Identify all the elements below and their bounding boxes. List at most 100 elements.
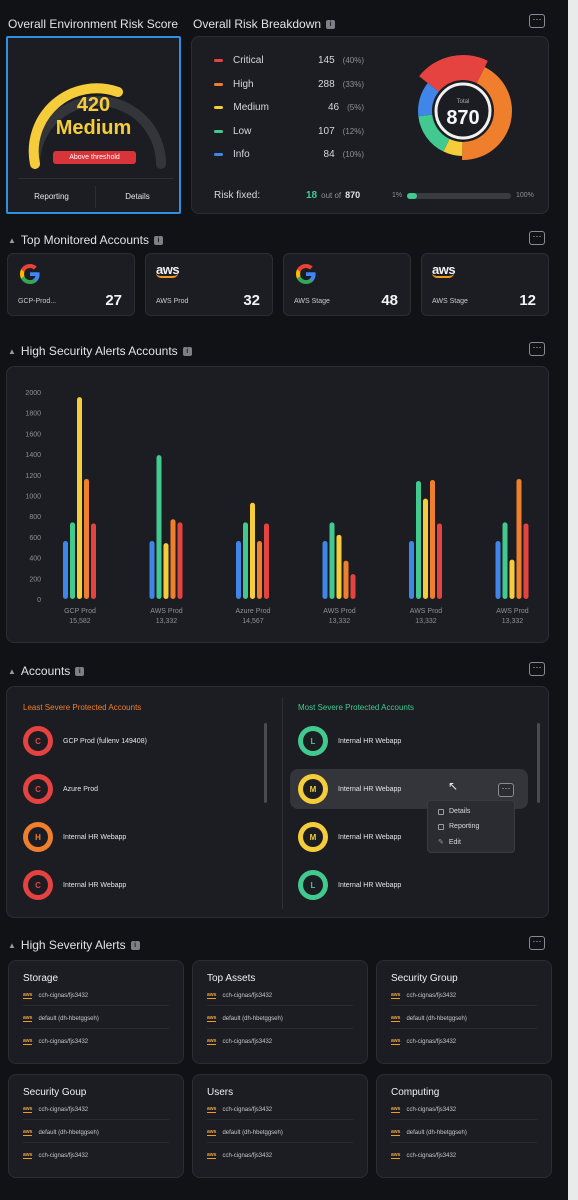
alert-item[interactable]: aws cch-cignas/fjs3432 xyxy=(207,1153,353,1165)
account-row[interactable]: C Internal HR Webapp xyxy=(23,870,126,900)
alert-item[interactable]: aws default (dh-hbetggseh) xyxy=(23,1016,169,1029)
alert-item[interactable]: aws cch-cignas/fjs3432 xyxy=(391,1153,537,1165)
bar[interactable] xyxy=(257,541,262,599)
menu-item-reporting[interactable]: Reporting xyxy=(438,823,479,830)
reporting-button[interactable]: Reporting xyxy=(34,192,69,201)
info-icon[interactable]: i xyxy=(182,346,192,356)
bar[interactable] xyxy=(70,522,75,599)
alert-category-card[interactable]: Top Assets aws cch-cignas/fjs3432 aws defaul… xyxy=(192,960,368,1064)
alert-item[interactable]: aws default (dh-hbetggseh) xyxy=(23,1130,169,1143)
alert-category-card[interactable]: Computing aws cch-cignas/fjs3432 aws default… xyxy=(376,1074,552,1178)
donut-slice-critical[interactable] xyxy=(419,55,488,92)
donut-slice-low[interactable] xyxy=(418,114,450,152)
bar[interactable] xyxy=(250,502,255,599)
high-severity-more-button[interactable]: ··· xyxy=(529,936,545,950)
bar[interactable] xyxy=(243,522,248,599)
info-icon[interactable]: i xyxy=(326,19,336,29)
alert-item[interactable]: aws cch-cignas/fjs3432 xyxy=(23,993,169,1006)
bar[interactable] xyxy=(350,574,356,599)
bar[interactable] xyxy=(84,478,89,599)
bar[interactable] xyxy=(163,543,169,599)
monitored-account-card[interactable]: aws AWS Stage 12 xyxy=(421,253,549,316)
info-icon[interactable]: i xyxy=(154,235,163,245)
bar[interactable] xyxy=(495,541,501,599)
alert-category-card[interactable]: Security Goup aws cch-cignas/fjs3432 aws def… xyxy=(8,1074,184,1178)
bar[interactable] xyxy=(149,541,155,599)
bar[interactable] xyxy=(156,455,162,599)
menu-item-details[interactable]: Details xyxy=(438,808,470,815)
bar[interactable] xyxy=(336,534,342,599)
bar[interactable] xyxy=(509,559,515,599)
menu-item-edit[interactable]: ✎ Edit xyxy=(438,838,461,847)
monitored-account-card[interactable]: AWS Stage 48 xyxy=(283,253,411,316)
account-name: GCP-Prod... xyxy=(18,298,57,305)
bar[interactable] xyxy=(523,523,529,599)
most-scrollbar[interactable] xyxy=(537,723,540,803)
monitored-account-card[interactable]: GCP-Prod... 27 xyxy=(7,253,135,316)
bar[interactable] xyxy=(329,522,335,599)
severity-percent: (33%) xyxy=(342,79,365,89)
least-scrollbar[interactable] xyxy=(264,723,267,803)
alert-item[interactable]: aws default (dh-hbetggseh) xyxy=(391,1130,537,1143)
donut-slice-high[interactable] xyxy=(462,67,512,160)
alert-item[interactable]: aws cch-cignas/fjs3432 xyxy=(207,1107,353,1120)
bar[interactable] xyxy=(430,479,435,599)
alert-item[interactable]: aws cch-cignas/fjs3432 xyxy=(391,993,537,1006)
alert-category-card[interactable]: Security Group aws cch-cignas/fjs3432 aws de… xyxy=(376,960,552,1064)
account-row[interactable]: L Internal HR Webapp xyxy=(298,870,401,900)
bar[interactable] xyxy=(170,519,176,599)
alert-item[interactable]: aws cch-cignas/fjs3432 xyxy=(391,1107,537,1120)
account-row-more-button[interactable]: ··· xyxy=(498,783,514,797)
bar[interactable] xyxy=(264,523,269,599)
bar[interactable] xyxy=(77,397,82,599)
bar[interactable] xyxy=(91,523,96,599)
account-name: AWS Stage xyxy=(432,298,468,305)
alert-item[interactable]: aws cch-cignas/fjs3432 xyxy=(23,1107,169,1120)
severity-count: 107 xyxy=(317,125,335,137)
account-row[interactable]: L Internal HR Webapp xyxy=(298,726,401,756)
bar[interactable] xyxy=(343,560,349,599)
least-severe-title: Least Severe Protected Accounts xyxy=(23,703,142,712)
info-icon[interactable]: i xyxy=(130,940,140,950)
alert-item[interactable]: aws cch-cignas/fjs3432 xyxy=(207,993,353,1006)
alert-item[interactable]: aws default (dh-hbetggseh) xyxy=(207,1130,353,1143)
severity-ring: M xyxy=(298,774,328,804)
monitored-account-card[interactable]: aws AWS Prod 32 xyxy=(145,253,273,316)
bar[interactable] xyxy=(423,498,428,599)
bar[interactable] xyxy=(236,541,241,599)
bar[interactable] xyxy=(409,541,414,599)
severity-letter: L xyxy=(303,875,323,895)
bar[interactable] xyxy=(437,523,442,599)
account-row[interactable]: C Azure Prod xyxy=(23,774,98,804)
alert-item[interactable]: aws cch-cignas/fjs3432 xyxy=(207,1039,353,1051)
info-icon[interactable]: i xyxy=(75,666,85,676)
bar[interactable] xyxy=(502,522,508,599)
alert-category-card[interactable]: Storage aws cch-cignas/fjs3432 aws default (… xyxy=(8,960,184,1064)
accounts-more-button[interactable]: ··· xyxy=(529,662,545,676)
aws-icon: aws xyxy=(23,1038,33,1045)
alert-item[interactable]: aws default (dh-hbetggseh) xyxy=(207,1016,353,1029)
alert-item[interactable]: aws cch-cignas/fjs3432 xyxy=(23,1153,169,1165)
account-row[interactable]: M Internal HR Webapp xyxy=(298,822,401,852)
security-alerts-more-button[interactable]: ··· xyxy=(529,342,545,356)
security-alerts-chart-card: 2000 1800 1600 1400 1200 1000 800 600 400 200 0 GCP… xyxy=(6,366,549,643)
donut-slice-medium[interactable] xyxy=(443,138,463,156)
account-row[interactable]: C GCP Prod (fullenv 149408) xyxy=(23,726,147,756)
alert-item[interactable]: aws default (dh-hbetggseh) xyxy=(391,1016,537,1029)
x-category-sublabel: 13,332 xyxy=(415,618,437,625)
bar[interactable] xyxy=(177,522,183,599)
top-accounts-more-button[interactable]: ··· xyxy=(529,231,545,245)
alert-category-card[interactable]: Users aws cch-cignas/fjs3432 aws default (dh… xyxy=(192,1074,368,1178)
bar[interactable] xyxy=(322,541,328,599)
alert-item[interactable]: aws cch-cignas/fjs3432 xyxy=(391,1039,537,1051)
bar[interactable] xyxy=(63,541,68,599)
bar[interactable] xyxy=(416,481,421,599)
details-button[interactable]: Details xyxy=(125,192,150,201)
aws-logo: aws xyxy=(156,262,180,278)
alert-item[interactable]: aws cch-cignas/fjs3432 xyxy=(23,1039,169,1051)
donut-slice-info[interactable] xyxy=(418,83,439,117)
breakdown-more-button[interactable]: ··· xyxy=(529,14,545,28)
account-row[interactable]: H Internal HR Webapp xyxy=(23,822,126,852)
account-row[interactable]: M Internal HR Webapp xyxy=(298,774,401,804)
bar[interactable] xyxy=(516,478,522,599)
